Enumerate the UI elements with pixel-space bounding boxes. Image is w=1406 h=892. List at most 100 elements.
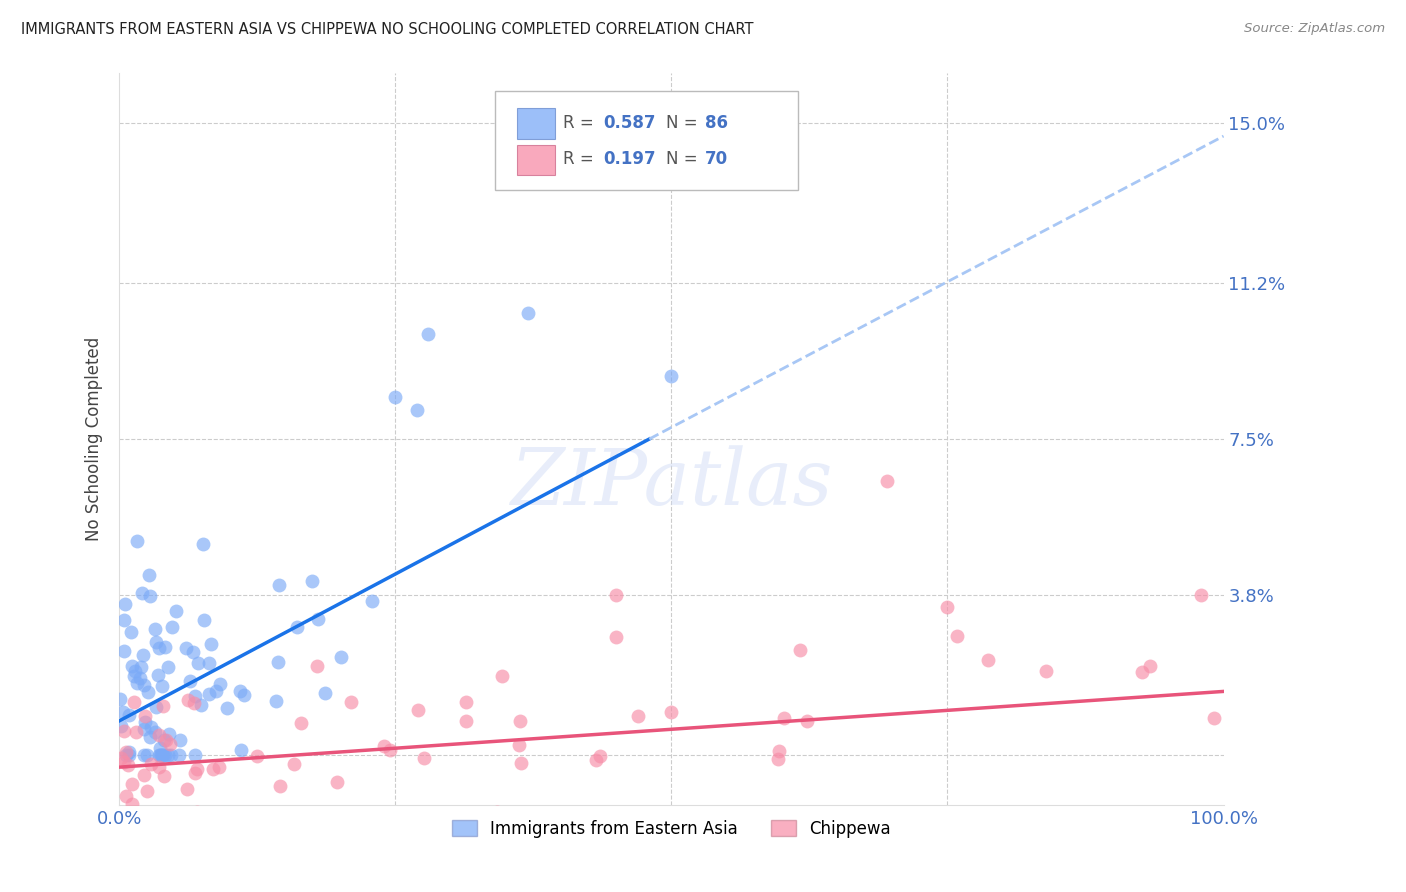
Text: ZIPatlas: ZIPatlas [510, 445, 832, 521]
Point [285, 620, 308, 634]
Point [165, 604, 187, 618]
Point [117, 758, 139, 772]
Point [373, 739, 395, 753]
Point [139, 756, 162, 771]
Point [176, 782, 198, 797]
Point [585, 753, 607, 767]
Point [157, 747, 180, 762]
Point [509, 756, 531, 771]
Point [413, 751, 436, 765]
Point [145, 635, 167, 649]
Point [124, 724, 146, 739]
Point [976, 653, 998, 667]
Text: N =: N = [666, 114, 703, 132]
Point [138, 567, 160, 582]
Point [167, 747, 190, 762]
Point [159, 737, 181, 751]
Point [111, 706, 134, 720]
Point [110, 719, 132, 733]
Point [661, 368, 683, 383]
Point [454, 714, 477, 729]
Point [796, 714, 818, 728]
Text: 86: 86 [704, 114, 727, 132]
Point [174, 641, 197, 656]
Point [114, 597, 136, 611]
Point [115, 745, 138, 759]
Point [134, 714, 156, 729]
Point [148, 641, 170, 656]
Point [129, 672, 152, 686]
Point [1139, 659, 1161, 673]
Point [110, 751, 132, 765]
Point [330, 649, 353, 664]
Point [381, 830, 404, 845]
Point [516, 306, 538, 320]
Point [661, 706, 683, 720]
Point [110, 691, 132, 706]
Point [115, 789, 138, 803]
Text: N =: N = [666, 151, 703, 169]
Point [314, 686, 336, 700]
Point [301, 574, 323, 588]
Text: IMMIGRANTS FROM EASTERN ASIA VS CHIPPEWA NO SCHOOLING COMPLETED CORRELATION CHAR: IMMIGRANTS FROM EASTERN ASIA VS CHIPPEWA… [21, 22, 754, 37]
Point [179, 674, 201, 689]
Point [589, 748, 612, 763]
Point [132, 768, 155, 782]
Point [150, 679, 173, 693]
Point [139, 590, 162, 604]
Point [183, 766, 205, 780]
Point [136, 684, 159, 698]
Point [146, 668, 169, 682]
Point [267, 578, 290, 592]
Text: Source: ZipAtlas.com: Source: ZipAtlas.com [1244, 22, 1385, 36]
Point [150, 747, 173, 762]
Text: R =: R = [564, 151, 599, 169]
Point [208, 676, 231, 690]
Point [153, 747, 176, 762]
Point [378, 742, 401, 756]
Point [418, 326, 440, 341]
Point [773, 711, 796, 725]
Point [208, 760, 231, 774]
Point [177, 692, 200, 706]
Point [121, 797, 143, 811]
Point [117, 747, 139, 762]
Point [184, 747, 207, 762]
Point [326, 775, 349, 789]
Point [491, 669, 513, 683]
Point [406, 402, 429, 417]
Bar [517, 145, 555, 176]
Point [124, 695, 146, 709]
Point [1191, 588, 1213, 602]
Point [183, 689, 205, 703]
Point [263, 808, 285, 822]
Point [136, 747, 159, 762]
Point [605, 630, 627, 644]
Point [160, 620, 183, 634]
Point [605, 588, 627, 602]
Point [124, 664, 146, 678]
Point [139, 730, 162, 744]
Point [361, 594, 384, 608]
Point [129, 659, 152, 673]
Point [134, 709, 156, 723]
Point [290, 715, 312, 730]
Point [190, 698, 212, 712]
Point [183, 696, 205, 710]
Point [143, 724, 166, 739]
Point [201, 762, 224, 776]
Point [149, 747, 172, 762]
Point [139, 720, 162, 734]
Point [187, 656, 209, 670]
Point [766, 751, 789, 765]
Point [132, 747, 155, 762]
Point [1202, 711, 1225, 725]
Point [143, 622, 166, 636]
Legend: Immigrants from Eastern Asia, Chippewa: Immigrants from Eastern Asia, Chippewa [446, 813, 898, 844]
Point [112, 643, 135, 657]
Point [152, 747, 174, 762]
Point [159, 747, 181, 762]
Point [193, 613, 215, 627]
Point [148, 727, 170, 741]
Point [233, 688, 256, 702]
